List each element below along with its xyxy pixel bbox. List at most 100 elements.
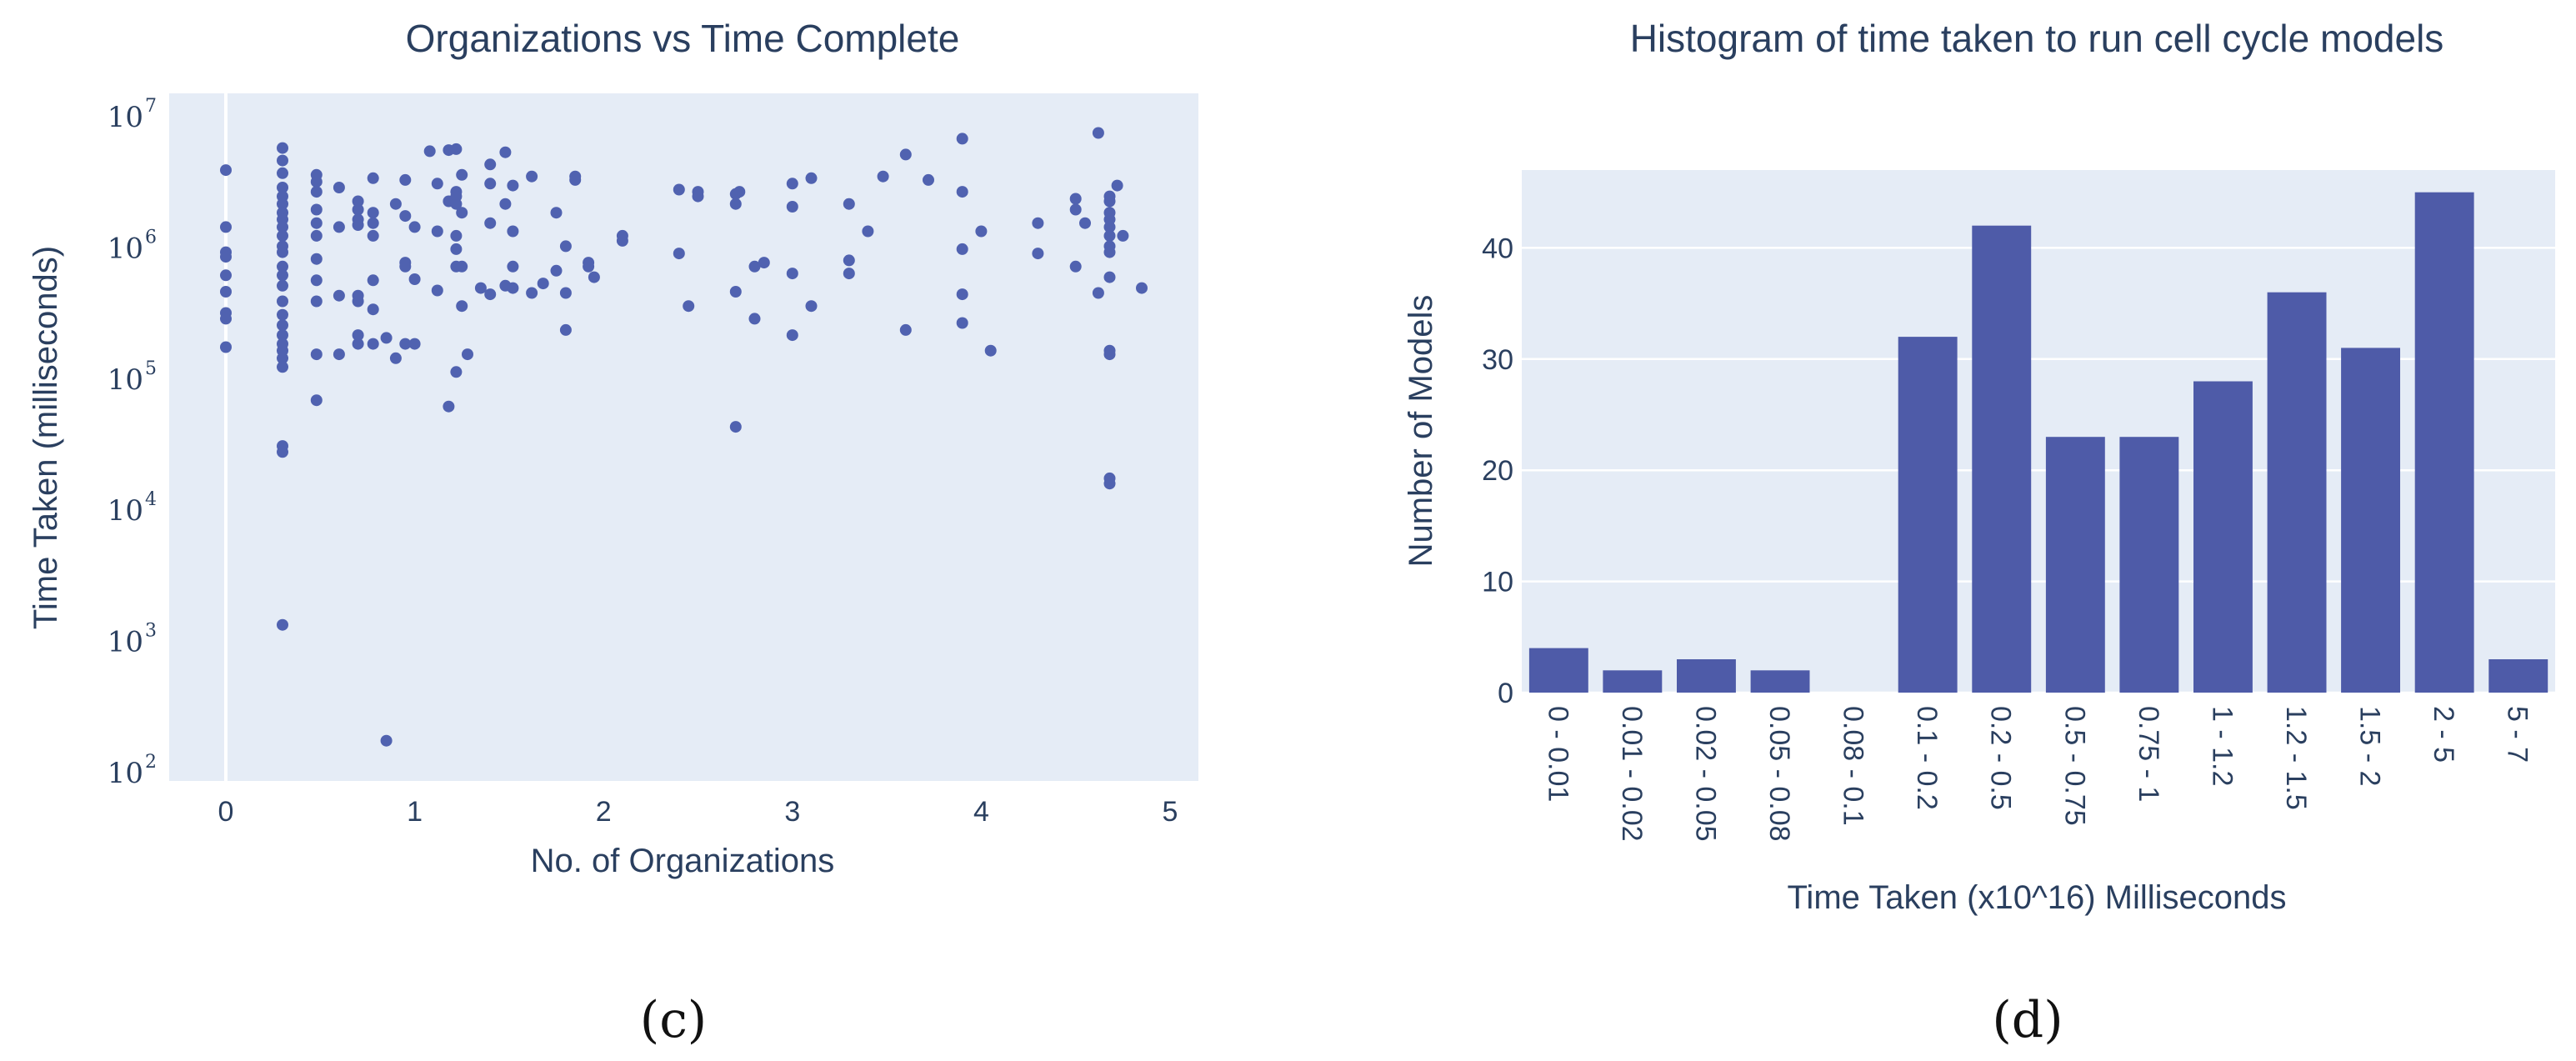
scatter-point [923,173,934,186]
scatter-point [559,240,572,253]
histogram-title: Histogram of time taken to run cell cycl… [1630,17,2444,60]
scatter-y-tick-base: 10 [108,232,143,265]
scatter-point [550,207,563,219]
scatter-point [380,332,393,344]
scatter-point [367,217,379,229]
scatter-point [683,300,695,313]
scatter-point [748,260,761,273]
scatter-point [805,172,818,184]
scatter-x-tick-label: 1 [407,796,423,828]
scatter-x-tick-label: 4 [973,796,989,828]
scatter-point [729,198,742,210]
scatter-point [843,198,855,210]
scatter-point [310,394,323,407]
histogram-x-tick-label: 0.05 - 0.08 [1763,706,1795,842]
scatter-y-tick-base: 10 [108,757,143,790]
caption-c: (c) [640,991,707,1049]
scatter-point [1069,260,1082,273]
scatter-point [277,198,288,210]
scatter-point [1103,221,1116,233]
scatter-point [408,221,421,233]
scatter-point [277,229,288,242]
scatter-point [310,348,323,361]
scatter-point [862,225,874,238]
scatter-point [431,178,443,190]
scatter-point [352,219,364,231]
scatter-point [443,400,455,413]
scatter-point [456,260,468,273]
scatter-point [484,288,497,301]
histogram-bar [2414,192,2474,693]
scatter-point [277,246,288,258]
histogram-y-tick-label: 20 [1482,455,1513,487]
scatter-point [956,288,968,301]
scatter-point [786,329,798,342]
scatter-point [450,366,463,378]
scatter-point [277,167,288,179]
scatter-y-tick-exponent: 3 [145,621,157,642]
histogram-bar [1898,337,1958,693]
scatter-point [956,243,968,255]
scatter-point [729,421,742,433]
scatter-point [1032,217,1044,229]
scatter-point [367,207,379,219]
scatter-point [352,329,364,342]
scatter-point [220,251,232,263]
scatter-point [333,289,345,302]
histogram-bar [1750,670,1810,693]
scatter-point [843,254,855,267]
scatter-point [1069,193,1082,205]
scatter-y-tick-exponent: 5 [145,358,157,379]
scatter-point [1136,282,1148,294]
scatter-point [277,221,288,233]
scatter-point [310,217,323,229]
scatter-point [220,286,232,298]
scatter-point [456,207,468,219]
scatter-point [352,203,364,216]
scatter-point [456,168,468,181]
scatter-point [450,143,463,155]
scatter-point [559,323,572,336]
scatter-y-axis-label: Time Taken (milliseconds) [28,246,64,629]
scatter-point [484,217,497,229]
scatter-point [333,182,345,193]
scatter-point [786,178,798,190]
scatter-point [333,348,345,361]
scatter-point [588,271,600,283]
scatter-point [399,173,412,186]
scatter-point [1103,246,1116,258]
histogram-y-tick-label: 40 [1482,233,1513,264]
histogram-x-tick-label: 0.1 - 0.2 [1911,706,1943,810]
scatter-point [399,260,412,273]
scatter-point [526,170,538,183]
histogram-bar [2267,292,2327,693]
caption-d: (d) [1992,991,2063,1049]
histogram-x-tick-label: 1 - 1.2 [2206,706,2238,786]
scatter-y-tick-exponent: 6 [145,227,157,248]
scatter-point [1111,179,1123,192]
scatter-point [507,225,519,238]
scatter-point [786,201,798,213]
scatter-point [484,178,497,190]
scatter-point [899,323,912,336]
scatter-point [748,313,761,325]
scatter-point [431,284,443,297]
scatter-point [956,186,968,198]
scatter-point [333,221,345,233]
histogram-x-tick-label: 1.2 - 1.5 [2280,706,2312,810]
scatter-point [277,295,288,308]
scatter-point [462,348,473,361]
scatter-point [220,313,232,325]
scatter-point [484,158,497,171]
scatter-point [692,190,704,203]
scatter-point [310,274,323,287]
histogram-y-tick-label: 30 [1482,344,1513,376]
histogram-x-tick-label: 0.5 - 0.75 [2058,706,2090,826]
scatter-point [559,287,572,299]
scatter-point [277,279,288,292]
scatter-point [733,186,746,198]
scatter-y-tick-label: 10 4 [108,489,157,528]
scatter-point [550,264,563,277]
scatter-point [367,338,379,350]
scatter-title: Organizations vs Time Complete [406,17,960,60]
